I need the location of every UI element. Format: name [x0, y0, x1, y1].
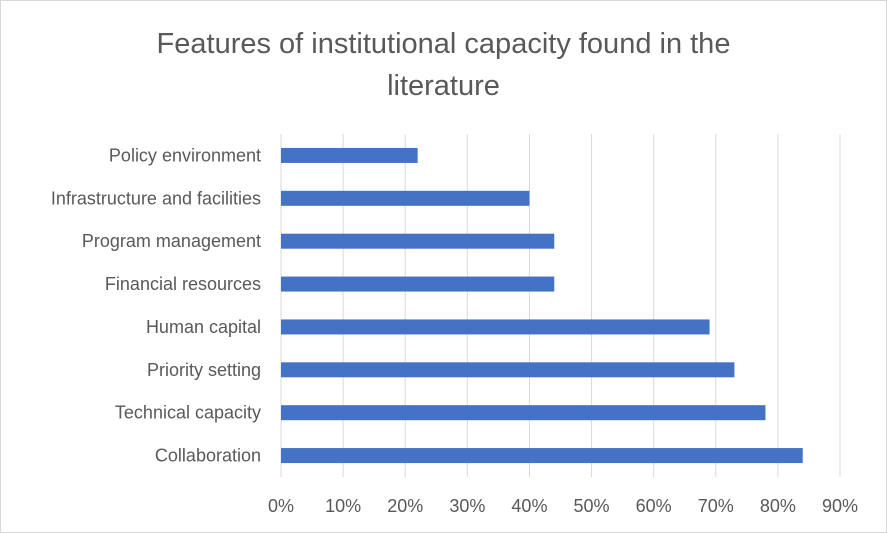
bar — [281, 405, 766, 421]
category-label: Human capital — [146, 317, 261, 337]
bar — [281, 147, 418, 163]
x-tick-label: 0% — [268, 496, 294, 516]
category-label: Program management — [82, 231, 261, 251]
category-labels: Policy environment Infrastructure and fac… — [51, 145, 261, 465]
bar — [281, 233, 555, 249]
gridlines — [280, 134, 841, 477]
x-tick-label: 30% — [449, 496, 485, 516]
x-tick-label: 20% — [387, 496, 423, 516]
bar — [281, 190, 530, 206]
x-tick-label: 60% — [636, 496, 672, 516]
bar — [281, 276, 555, 292]
x-tick-label: 80% — [760, 496, 796, 516]
chart-title: Features of institutional capacity found… — [1, 23, 886, 107]
category-label: Infrastructure and facilities — [51, 188, 261, 208]
bar — [281, 448, 803, 464]
x-tick-label: 50% — [574, 496, 610, 516]
x-tick-label: 10% — [325, 496, 361, 516]
bars — [281, 147, 803, 464]
x-tick-label: 70% — [698, 496, 734, 516]
bar — [281, 319, 710, 335]
bar — [281, 362, 735, 378]
chart-title-line-2: literature — [387, 70, 500, 102]
chart-title-line-1: Features of institutional capacity found… — [156, 28, 731, 60]
category-label: Technical capacity — [115, 403, 261, 423]
category-label: Priority setting — [147, 360, 261, 380]
category-label: Policy environment — [109, 145, 261, 165]
category-label: Collaboration — [155, 446, 261, 466]
category-label: Financial resources — [105, 274, 261, 294]
x-tick-label: 40% — [511, 496, 547, 516]
x-tick-labels: 0% 10% 20% 30% 40% 50% 60% 70% 80% 90% — [268, 496, 858, 516]
x-tick-label: 90% — [822, 496, 858, 516]
